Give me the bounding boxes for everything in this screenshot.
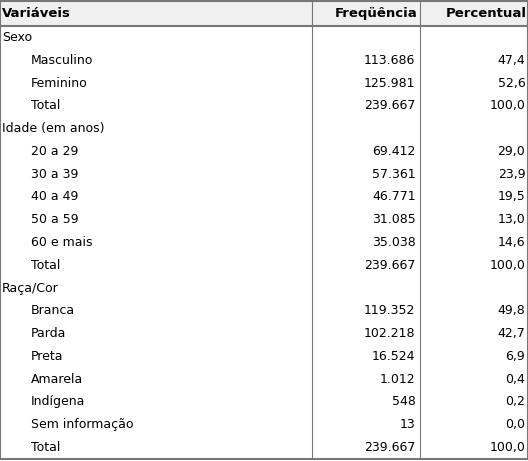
Text: Parda: Parda — [31, 327, 67, 340]
Bar — [0, 1, 528, 26]
Text: Variáveis: Variáveis — [2, 7, 71, 20]
Text: 69.412: 69.412 — [372, 145, 416, 158]
Text: 0,2: 0,2 — [505, 395, 525, 408]
Text: 125.981: 125.981 — [364, 77, 416, 90]
Text: 46.771: 46.771 — [372, 190, 416, 203]
Text: 29,0: 29,0 — [497, 145, 525, 158]
Text: Sem informação: Sem informação — [31, 418, 134, 431]
Text: Sexo: Sexo — [2, 31, 32, 44]
Text: Freqüência: Freqüência — [334, 7, 417, 20]
Text: 113.686: 113.686 — [364, 54, 416, 67]
Text: 23,9: 23,9 — [498, 168, 525, 181]
Text: Masculino: Masculino — [31, 54, 93, 67]
Text: Branca: Branca — [31, 304, 76, 317]
Text: 42,7: 42,7 — [497, 327, 525, 340]
Text: 6,9: 6,9 — [506, 350, 525, 363]
Text: 50 a 59: 50 a 59 — [31, 213, 79, 226]
Text: Amarela: Amarela — [31, 372, 83, 385]
Text: Feminino: Feminino — [31, 77, 88, 90]
Text: 548: 548 — [392, 395, 416, 408]
Text: 14,6: 14,6 — [498, 236, 525, 249]
Text: 13,0: 13,0 — [497, 213, 525, 226]
Text: 0,4: 0,4 — [505, 372, 525, 385]
Text: Total: Total — [31, 259, 61, 272]
Text: 16.524: 16.524 — [372, 350, 416, 363]
Text: 102.218: 102.218 — [364, 327, 416, 340]
Text: Preta: Preta — [31, 350, 64, 363]
Text: Total: Total — [31, 441, 61, 454]
Text: 20 a 29: 20 a 29 — [31, 145, 79, 158]
Text: 239.667: 239.667 — [364, 100, 416, 112]
Text: 47,4: 47,4 — [497, 54, 525, 67]
Text: Percentual: Percentual — [446, 7, 527, 20]
Text: 30 a 39: 30 a 39 — [31, 168, 79, 181]
Text: 35.038: 35.038 — [372, 236, 416, 249]
Text: 100,0: 100,0 — [489, 259, 525, 272]
Text: 119.352: 119.352 — [364, 304, 416, 317]
Text: 239.667: 239.667 — [364, 441, 416, 454]
Text: 31.085: 31.085 — [372, 213, 416, 226]
Text: Raça/Cor: Raça/Cor — [2, 282, 59, 295]
Text: 100,0: 100,0 — [489, 100, 525, 112]
Text: 40 a 49: 40 a 49 — [31, 190, 79, 203]
Text: 100,0: 100,0 — [489, 441, 525, 454]
Text: 60 e mais: 60 e mais — [31, 236, 92, 249]
Text: Total: Total — [31, 100, 61, 112]
Text: Idade (em anos): Idade (em anos) — [2, 122, 105, 135]
Text: 0,0: 0,0 — [505, 418, 525, 431]
Text: 1.012: 1.012 — [380, 372, 416, 385]
Text: 57.361: 57.361 — [372, 168, 416, 181]
Text: 49,8: 49,8 — [497, 304, 525, 317]
Text: 13: 13 — [400, 418, 416, 431]
Text: 52,6: 52,6 — [497, 77, 525, 90]
Text: 239.667: 239.667 — [364, 259, 416, 272]
Text: 19,5: 19,5 — [497, 190, 525, 203]
Text: Indígena: Indígena — [31, 395, 86, 408]
